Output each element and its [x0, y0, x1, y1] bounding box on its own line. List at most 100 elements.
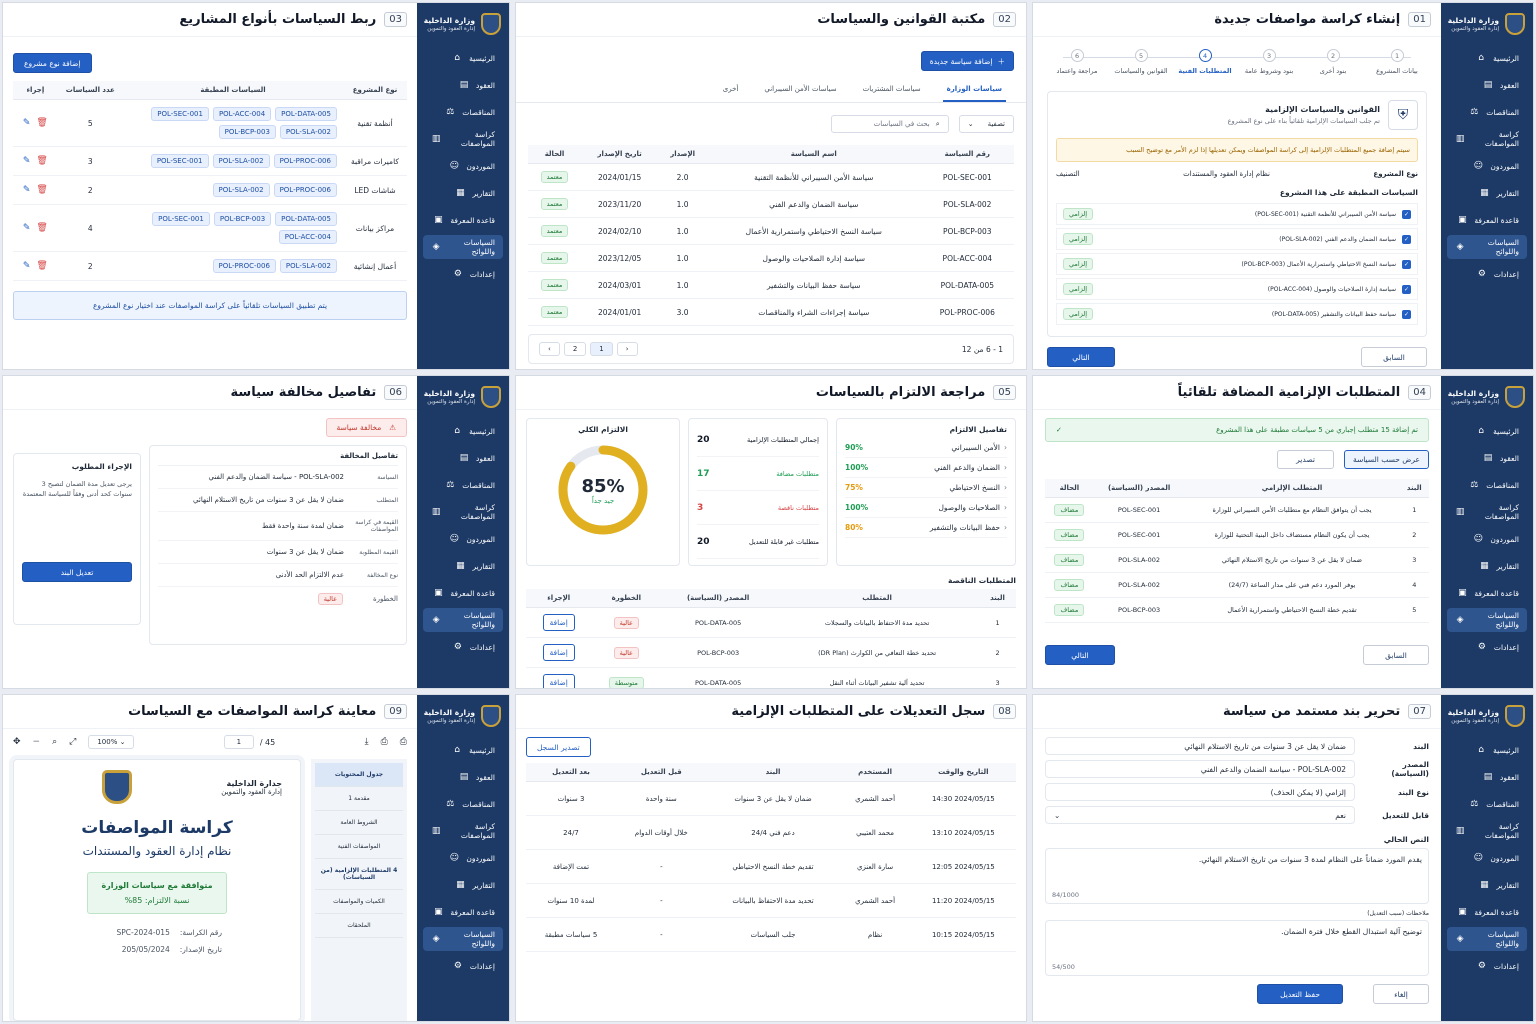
policy-chip[interactable]: POL-SEC-001: [152, 212, 210, 226]
policy-chip[interactable]: POL-SEC-001: [150, 154, 209, 168]
toc-item[interactable]: مقدمة 1: [315, 787, 403, 811]
edit-icon[interactable]: ✎: [22, 261, 31, 271]
field-input[interactable]: نعم ⌄: [1045, 806, 1355, 824]
sidebar-item-0[interactable]: ⌂ الرئيسية: [1447, 419, 1527, 443]
sidebar-item-3[interactable]: ▥ كراسة المواصفات: [423, 500, 503, 524]
step-5[interactable]: 5 القوانين والسياسات: [1111, 49, 1171, 75]
sidebar-item-5[interactable]: ▦ التقارير: [1447, 181, 1527, 205]
sidebar-item-0[interactable]: ⌂ الرئيسية: [423, 46, 503, 70]
next-button[interactable]: التالي: [1045, 645, 1115, 665]
sidebar-item-7[interactable]: ◈ السياسات واللوائح: [1447, 927, 1527, 951]
zoom-icon[interactable]: ⌕: [52, 737, 58, 747]
sidebar-item-8[interactable]: ⚙ إعدادات: [423, 954, 503, 978]
add-button[interactable]: إضافة: [542, 644, 575, 661]
policy-chip[interactable]: POL-BCP-003: [213, 212, 272, 226]
sidebar-item-8[interactable]: ⚙ إعدادات: [1447, 262, 1527, 286]
sidebar-item-4[interactable]: ☺ الموردون: [423, 846, 503, 870]
sidebar-item-4[interactable]: ☺ الموردون: [1447, 154, 1527, 178]
add-project-type-button[interactable]: إضافة نوع مشروع: [13, 53, 92, 73]
table-row[interactable]: POL-ACC-004 سياسة إدارة الصلاحيات والوصول…: [528, 244, 1014, 272]
field-input[interactable]: POL-SLA-002 - سياسة الضمان والدعم الفني: [1045, 760, 1355, 778]
sidebar-item-2[interactable]: ⚖ المناقصات: [423, 473, 503, 497]
minus-icon[interactable]: −: [32, 737, 41, 747]
page-input[interactable]: 1: [223, 735, 254, 749]
trash-icon[interactable]: 🗑: [36, 118, 48, 128]
sidebar-item-2[interactable]: ⚖ المناقصات: [423, 100, 503, 124]
compliance-item[interactable]: ‹ النسخ الاحتياطي 75%: [845, 478, 1007, 498]
sidebar-item-3[interactable]: ▥ كراسة المواصفات: [423, 819, 503, 843]
cancel-button[interactable]: إلغاء: [1373, 984, 1429, 1004]
toc-item[interactable]: 4 المتطلبات الإلزامية (من السياسات): [315, 859, 403, 890]
sidebar-item-6[interactable]: ▣ قاعدة المعرفة: [1447, 900, 1527, 924]
compliance-item[interactable]: ‹ الأمن السيبراني 90%: [845, 438, 1007, 458]
sidebar-item-3[interactable]: ▥ كراسة المواصفات: [1447, 819, 1527, 843]
policy-checkbox[interactable]: ✓: [1402, 234, 1411, 244]
sidebar-item-8[interactable]: ⚙ إعدادات: [423, 635, 503, 659]
print-icon[interactable]: ⎙: [380, 737, 388, 747]
policy-checkbox[interactable]: ✓: [1402, 309, 1411, 319]
sidebar-item-1[interactable]: ▤ العقود: [423, 765, 503, 789]
toc-item[interactable]: جدول المحتويات: [315, 763, 403, 787]
table-row[interactable]: POL-DATA-005 سياسة حفظ البيانات والتشفير 1…: [528, 271, 1014, 299]
current-text-area[interactable]: يقدم المورد ضماناً على النظام لمدة 3 سنو…: [1045, 848, 1429, 904]
compliance-item[interactable]: ‹ الضمان والدعم الفني 100%: [845, 458, 1007, 478]
field-input[interactable]: ضمان لا يقل عن 3 سنوات من تاريخ الاستلام…: [1045, 737, 1355, 755]
policy-chip[interactable]: POL-SLA-002: [279, 125, 337, 139]
policy-chip[interactable]: POL-SEC-001: [151, 107, 209, 121]
move-icon[interactable]: ✥: [13, 737, 21, 747]
sidebar-item-5[interactable]: ▦ التقارير: [1447, 554, 1527, 578]
sidebar-item-2[interactable]: ⚖ المناقصات: [1447, 792, 1527, 816]
download-icon[interactable]: ⤓: [364, 737, 369, 747]
sidebar-item-7[interactable]: ◈ السياسات واللوائح: [1447, 235, 1527, 259]
sidebar-item-4[interactable]: ☺ الموردون: [423, 154, 503, 178]
sidebar-item-6[interactable]: ▣ قاعدة المعرفة: [1447, 208, 1527, 232]
sidebar-item-6[interactable]: ▣ قاعدة المعرفة: [423, 581, 503, 605]
table-row[interactable]: POL-SEC-001 سياسة الأمن السيبراني للأنظمة…: [528, 163, 1014, 191]
sidebar-item-4[interactable]: ☺ الموردون: [1447, 527, 1527, 551]
step-1[interactable]: 1 بيانات المشروع: [1367, 49, 1427, 75]
add-button[interactable]: إضافة: [542, 674, 575, 688]
prev-page-icon[interactable]: ‹: [616, 342, 638, 356]
edit-clause-button[interactable]: تعديل البند: [22, 562, 132, 583]
trash-icon[interactable]: 🗑: [36, 185, 48, 195]
page-2[interactable]: 2: [563, 342, 587, 356]
add-policy-button[interactable]: ＋ إضافة سياسة جديدة: [920, 51, 1014, 71]
trash-icon[interactable]: 🗑: [36, 223, 48, 233]
save-edit-button[interactable]: حفظ التعديل: [1257, 984, 1343, 1004]
sidebar-item-0[interactable]: ⌂ الرئيسية: [1447, 738, 1527, 762]
fit-icon[interactable]: ⤢: [69, 737, 77, 747]
policy-chip[interactable]: POL-SLA-002: [212, 154, 270, 168]
sidebar-item-6[interactable]: ▣ قاعدة المعرفة: [423, 900, 503, 924]
compliance-item[interactable]: ‹ حفظ البيانات والتشفير 80%: [845, 518, 1007, 538]
edit-icon[interactable]: ✎: [22, 156, 31, 166]
sidebar-item-1[interactable]: ▤ العقود: [1447, 73, 1527, 97]
search-input[interactable]: ⌕ بحث في السياسات: [830, 115, 949, 133]
next-page-icon[interactable]: ›: [539, 342, 560, 356]
table-row[interactable]: POL-BCP-003 سياسة النسخ الاحتياطي واستمرا…: [528, 217, 1014, 245]
sidebar-item-7[interactable]: ◈ السياسات واللوائح: [1447, 608, 1527, 632]
policy-checkbox[interactable]: ✓: [1402, 259, 1411, 269]
tab-1[interactable]: سياسات المشتريات: [862, 85, 921, 93]
prev-button[interactable]: السابق: [1361, 347, 1427, 367]
trash-icon[interactable]: 🗑: [36, 156, 48, 166]
toc-item[interactable]: الملحقات: [315, 914, 403, 938]
step-3[interactable]: 3 بنود وشروط عامة: [1239, 49, 1299, 75]
policy-chip[interactable]: POL-PROC-006: [273, 183, 337, 197]
policy-chip[interactable]: POL-DATA-005: [275, 107, 337, 121]
view-by-policy-button[interactable]: عرض حسب السياسة: [1343, 450, 1429, 469]
tab-2[interactable]: سياسات الأمن السيبراني: [764, 85, 837, 93]
policy-chip[interactable]: POL-PROC-006: [273, 154, 337, 168]
compliance-item[interactable]: ‹ الصلاحيات والوصول 100%: [845, 498, 1007, 518]
sidebar-item-2[interactable]: ⚖ المناقصات: [1447, 100, 1527, 124]
notes-text-area[interactable]: توضيح آلية استبدال القطع خلال فترة الضما…: [1045, 920, 1429, 976]
step-2[interactable]: 2 بنود أخرى: [1303, 49, 1363, 75]
policy-chip[interactable]: POL-DATA-005: [275, 212, 337, 226]
policy-checkbox[interactable]: ✓: [1402, 284, 1411, 294]
sidebar-item-1[interactable]: ▤ العقود: [1447, 765, 1527, 789]
sidebar-item-8[interactable]: ⚙ إعدادات: [1447, 635, 1527, 659]
table-row[interactable]: POL-SLA-002 سياسة الضمان والدعم الفني 1.0 2…: [528, 190, 1014, 218]
sidebar-item-8[interactable]: ⚙ إعدادات: [423, 262, 503, 286]
policy-chip[interactable]: POL-ACC-004: [212, 107, 272, 121]
sidebar-item-7[interactable]: ◈ السياسات واللوائح: [423, 235, 503, 259]
policy-chip[interactable]: POL-PROC-006: [212, 259, 276, 273]
